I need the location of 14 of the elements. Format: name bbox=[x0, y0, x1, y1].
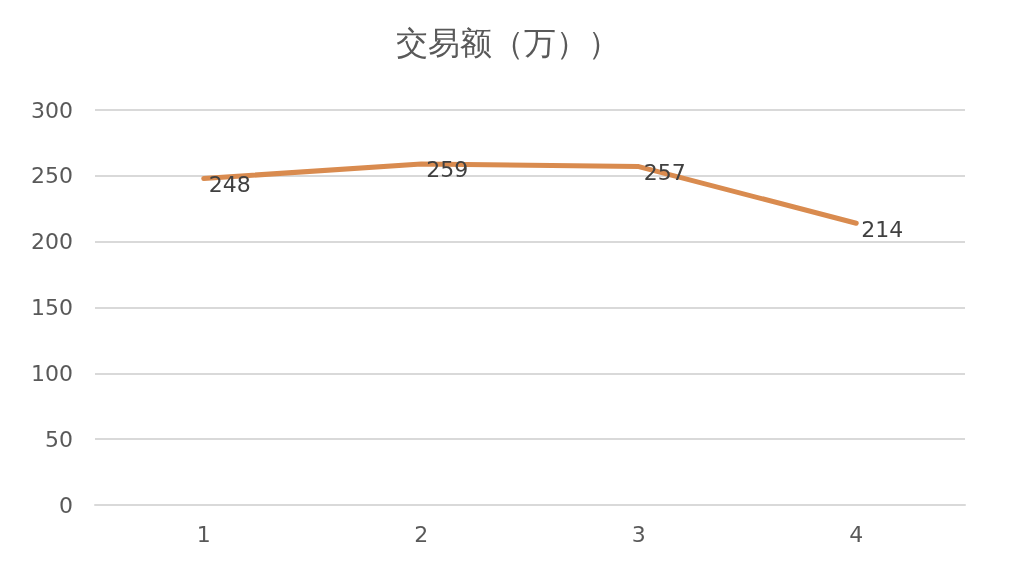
x-tick-label: 2 bbox=[414, 521, 429, 547]
y-tick-label: 50 bbox=[45, 426, 73, 452]
y-tick-label: 200 bbox=[31, 229, 73, 255]
chart-title: 交易额（万）） bbox=[395, 24, 620, 62]
y-tick-label: 300 bbox=[31, 97, 73, 123]
y-tick-label: 100 bbox=[31, 360, 73, 386]
x-tick-label: 4 bbox=[849, 521, 864, 547]
data-label: 248 bbox=[208, 171, 251, 197]
y-tick-label: 0 bbox=[59, 492, 73, 518]
data-label: 214 bbox=[861, 216, 904, 242]
x-tick-label: 1 bbox=[196, 521, 211, 547]
x-tick-label: 3 bbox=[631, 521, 646, 547]
y-tick-label: 150 bbox=[31, 295, 73, 320]
y-tick-label: 250 bbox=[31, 163, 73, 189]
